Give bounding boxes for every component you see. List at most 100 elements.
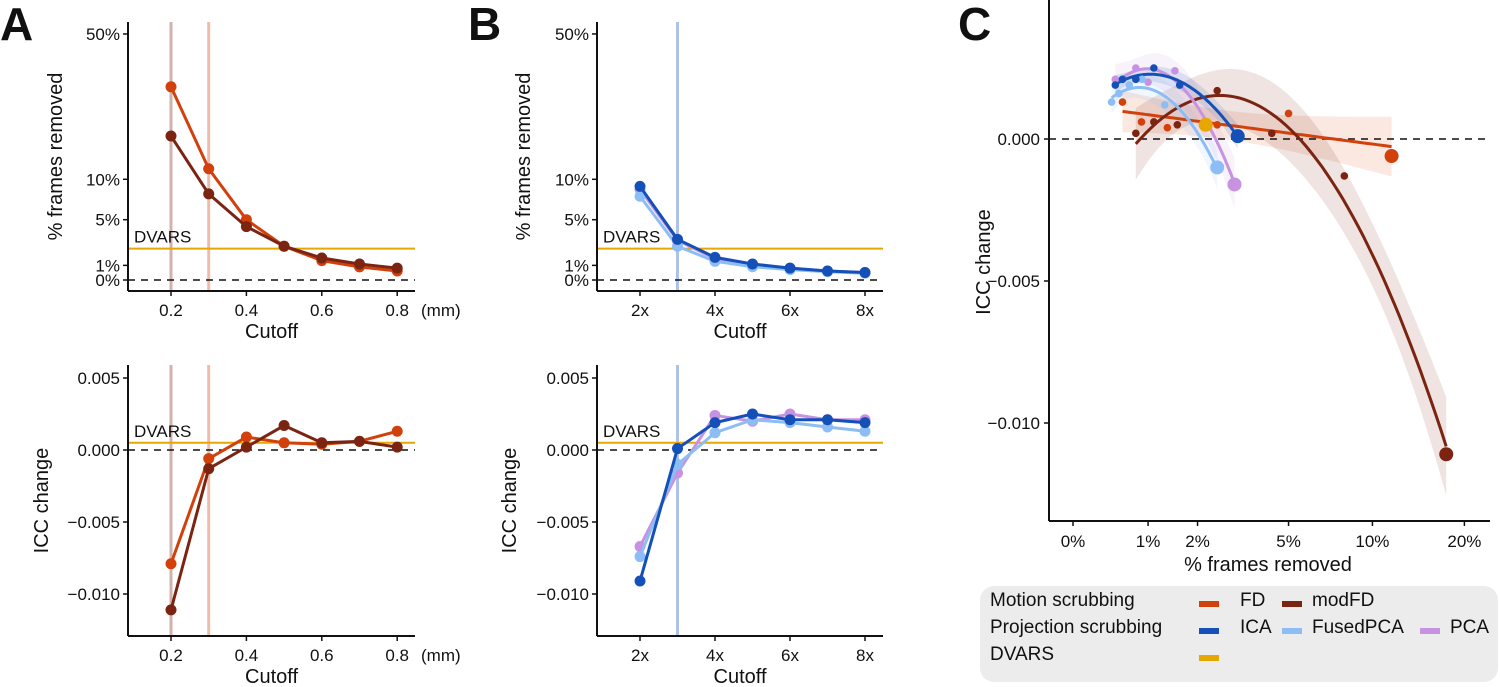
data-point-modFD xyxy=(1132,129,1140,138)
x-tick-label: 0.8 xyxy=(385,301,409,320)
y-tick-label: 50% xyxy=(86,25,120,44)
data-point-modFD xyxy=(203,463,215,475)
data-point-ICA xyxy=(1175,81,1184,89)
data-point-FD xyxy=(240,431,252,443)
selected-point-FD xyxy=(1384,149,1399,164)
y-axis-title: ICC change xyxy=(973,209,995,315)
x-tick-label: 0.6 xyxy=(310,646,334,665)
x-tick-label: 0.4 xyxy=(235,301,259,320)
data-point-FusedPCA xyxy=(1138,75,1146,84)
legend-swatch-FusedPCA xyxy=(1282,628,1302,634)
y-tick-label: 0.005 xyxy=(546,369,589,388)
x-tick-label: 0.8 xyxy=(385,646,409,665)
points xyxy=(1107,64,1454,462)
dvars-label: DVARS xyxy=(603,228,660,247)
data-point-FusedPCA xyxy=(634,190,646,202)
data-point-ICA xyxy=(634,180,646,192)
data-point-modFD xyxy=(354,258,365,270)
y-tick-label: −0.005 xyxy=(68,513,120,532)
data-point-ICA xyxy=(672,443,683,455)
confidence-ribbon-FD xyxy=(1122,90,1392,177)
data-point-ICA xyxy=(784,262,796,274)
y-tick-label: −0.010 xyxy=(988,414,1040,433)
y-tick-label: 0.000 xyxy=(546,441,589,460)
y-axis-title: % frames removed xyxy=(45,73,67,241)
x-tick-label: 2% xyxy=(1185,532,1210,551)
fit-line-FusedPCA xyxy=(1110,86,1219,170)
series-line-PCA xyxy=(638,412,865,548)
data-point-modFD xyxy=(1213,86,1221,95)
y-tick-label: 0.000 xyxy=(77,441,120,460)
plot-A-top: DVARS 0%1% 5% 10% 50% 0.2 0.4 0.6 0.8 (mm) Cutoff%… xyxy=(45,22,461,343)
legend-group-title: Motion scrubbing xyxy=(990,590,1135,611)
data-point-modFD xyxy=(278,240,290,252)
x-tick-label: 2x xyxy=(631,301,649,320)
y-tick-label: 1% xyxy=(564,256,589,275)
data-point-FD xyxy=(1213,121,1221,129)
x-tick-label: 0.4 xyxy=(235,646,259,665)
y-tick-label: 50% xyxy=(555,25,589,44)
x-tick-label: 4x xyxy=(706,646,724,665)
x-tick-label: 0.6 xyxy=(310,301,334,320)
data-point-FD xyxy=(203,453,215,465)
legend-swatch-FD xyxy=(1199,601,1219,607)
y-axis-title: ICC change xyxy=(31,448,53,554)
legend-group-title: Projection scrubbing xyxy=(990,617,1163,638)
series-line-modFD xyxy=(169,424,398,611)
data-point-modFD xyxy=(1150,118,1158,126)
dvars-label: DVARS xyxy=(603,422,660,441)
x-axis-title: Cutoff xyxy=(714,666,767,687)
x-axis-title: Cutoff xyxy=(714,321,767,343)
legend-label-modFD: modFD xyxy=(1312,590,1375,611)
y-axis-title: % frames removed xyxy=(513,73,535,241)
data-point-FusedPCA xyxy=(634,551,646,563)
data-point-ICA xyxy=(709,251,721,263)
selected-point-FusedPCA xyxy=(1210,160,1225,175)
data-point-FusedPCA xyxy=(1115,89,1123,98)
data-point-ICA xyxy=(747,258,758,270)
data-point-FusedPCA xyxy=(709,427,721,439)
data-point-ICA xyxy=(672,233,683,245)
x-tick-label: 5% xyxy=(1276,532,1301,551)
data-point-modFD xyxy=(1173,121,1182,129)
legend-row: Projection scrubbing ICA FusedPCA PCA xyxy=(990,617,1490,643)
x-tick-label: 8x xyxy=(856,646,874,665)
legend-label-ICA: ICA xyxy=(1240,617,1272,638)
plot-B-top: DVARS 0%1% 5% 10% 50% 2x 4x 6x 8x Cutoff % frames … xyxy=(513,22,883,343)
x-tick-label: 6x xyxy=(781,646,799,665)
legend-swatch-PCA xyxy=(1420,628,1440,634)
data-point-FD xyxy=(165,81,177,93)
data-point-modFD xyxy=(165,130,177,142)
x-tick-label: 8x xyxy=(856,301,874,320)
y-tick-label: 0% xyxy=(95,271,120,290)
series-line-FD xyxy=(169,429,398,565)
panel-label-a: A xyxy=(0,0,33,50)
x-tick-label: 2x xyxy=(631,646,649,665)
data-point-FD xyxy=(1118,98,1127,106)
y-tick-label: 0.000 xyxy=(997,130,1040,149)
dvars-point xyxy=(1198,117,1213,132)
data-point-ICA xyxy=(1150,64,1158,72)
data-point-ICA xyxy=(747,408,758,420)
data-point-modFD xyxy=(203,188,215,200)
data-point-FD xyxy=(278,437,290,449)
x-tick-label: 1% xyxy=(1136,532,1161,551)
x-tick-label: 0.2 xyxy=(159,646,183,665)
data-point-ICA xyxy=(859,266,871,278)
x-axis-title: % frames removed xyxy=(1184,554,1352,576)
data-point-FD xyxy=(1137,118,1146,126)
data-point-FD xyxy=(391,425,403,437)
legend-label-FusedPCA: FusedPCA xyxy=(1312,617,1404,638)
legend-swatch-ICA xyxy=(1199,628,1219,634)
data-point-ICA xyxy=(634,575,646,587)
selected-point-ICA xyxy=(1230,129,1245,144)
y-axis-title: ICC change xyxy=(499,448,521,554)
data-point-FD xyxy=(1284,109,1293,118)
legend-swatch-modFD xyxy=(1282,601,1302,607)
y-tick-label: −0.005 xyxy=(988,272,1040,291)
x-axis-title: Cutoff xyxy=(245,666,298,687)
series-line-ICA xyxy=(638,412,866,582)
plot-B-bottom: DVARS 0.005 0.000 −0.005 −0.010 2x 4x 6x 8x Cutof… xyxy=(499,365,883,687)
